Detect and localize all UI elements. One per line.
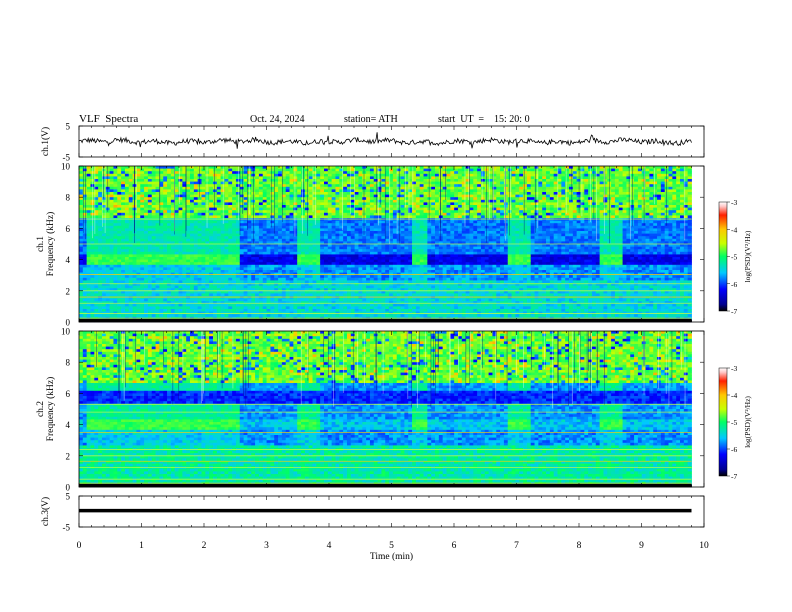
panel-frame (79, 126, 704, 157)
x-tick-label: 0 (77, 541, 82, 551)
date-label: Oct. 24, 2024 (250, 114, 304, 125)
y-tick-label: 5 (66, 492, 71, 502)
spectrogram-cells (79, 331, 692, 487)
x-tick-label: 5 (389, 541, 394, 551)
colorbar-tick-label: -5 (731, 253, 737, 262)
x-tick-label: 10 (699, 541, 709, 551)
y-axis-label: ch.1(V) (40, 127, 51, 156)
colorbar-gradient (719, 368, 727, 476)
x-tick-label: 4 (327, 541, 332, 551)
y-tick-label: 10 (61, 162, 71, 172)
station-label: station= ATH (344, 114, 398, 125)
waveform-line (79, 132, 692, 148)
x-tick-label: 1 (139, 541, 144, 551)
colorbar-tick-label: -5 (731, 418, 737, 427)
figure-title: VLF Spectra (79, 113, 138, 125)
panel-frame (79, 166, 704, 322)
colorbar-tick-label: -7 (731, 307, 737, 316)
colorbar-tick-label: -6 (731, 280, 737, 289)
y-tick-label: 10 (61, 327, 71, 337)
y-axis-label: ch.3(V) (40, 497, 51, 526)
colorbar-tick-label: -4 (731, 225, 737, 234)
y-tick-label: 4 (66, 255, 71, 265)
y-tick-label: -5 (63, 153, 71, 163)
y-tick-label: 2 (66, 286, 71, 296)
y-axis-label: Frequency (kHz) (45, 212, 56, 277)
y-tick-label: -5 (63, 523, 71, 533)
x-tick-label: 6 (452, 541, 457, 551)
y-tick-label: 4 (66, 420, 71, 430)
y-axis-label: ch.2 (36, 401, 46, 417)
ch1-waveform-panel: 5 -5 ch.1(V) (40, 122, 704, 163)
x-tick-label: 2 (202, 541, 207, 551)
y-tick-label: 0 (66, 483, 71, 493)
x-tick-label: 7 (514, 541, 519, 551)
y-tick-label: 6 (66, 224, 71, 234)
y-tick-label: 2 (66, 451, 71, 461)
y-tick-label: 5 (66, 122, 71, 132)
spectrogram-cells (79, 166, 692, 322)
panel-frame (79, 496, 704, 527)
x-tick-label: 3 (264, 541, 269, 551)
colorbar-label: log(PSD)(V²/Hz) (743, 230, 752, 282)
colorbar-tick-label: -3 (731, 364, 737, 373)
ch2-spectrogram-panel: 0 2 4 6 8 10 ch.2 Frequency (kHz) (36, 327, 704, 493)
colorbar-tick-label: -4 (731, 391, 737, 400)
x-tick-label: 9 (639, 541, 644, 551)
colorbar-tick-label: -7 (731, 472, 737, 481)
ch1-colorbar: -3 -4 -5 -6 -7 log(PSD)(V²/Hz) (719, 198, 752, 316)
y-tick-label: 8 (66, 193, 71, 203)
y-tick-label: 8 (66, 358, 71, 368)
colorbar-tick-label: -6 (731, 445, 737, 454)
ch1-spectrogram-panel: 0 2 4 6 8 10 ch.1 Frequency (kHz) (36, 162, 704, 328)
vlf-spectra-figure: VLF Spectra Oct. 24, 2024 station= ATH s… (0, 0, 792, 612)
panel-frame (79, 331, 704, 487)
colorbar-label: log(PSD)(V²/Hz) (743, 396, 752, 448)
colorbar-gradient (719, 202, 727, 311)
y-axis-label: ch.1 (36, 236, 46, 252)
y-tick-label: 0 (66, 318, 71, 328)
start-time-label: start UT = 15: 20: 0 (438, 114, 530, 125)
ch3-waveform-panel: 5 -5 ch.3(V) 0 1 2 3 4 5 6 7 8 9 10 Time (min) (40, 492, 709, 563)
y-tick-label: 6 (66, 389, 71, 399)
ch2-colorbar: -3 -4 -5 -6 -7 log(PSD)(V²/Hz) (719, 364, 752, 481)
x-axis-label: Time (min) (370, 551, 413, 562)
figure-svg: 5-5ch.1(V) 0246810ch.1 Frequency (kHz) 02… (0, 0, 792, 612)
colorbar-tick-label: -3 (731, 198, 737, 207)
y-axis-label: Frequency (kHz) (45, 377, 56, 442)
x-tick-label: 8 (577, 541, 582, 551)
